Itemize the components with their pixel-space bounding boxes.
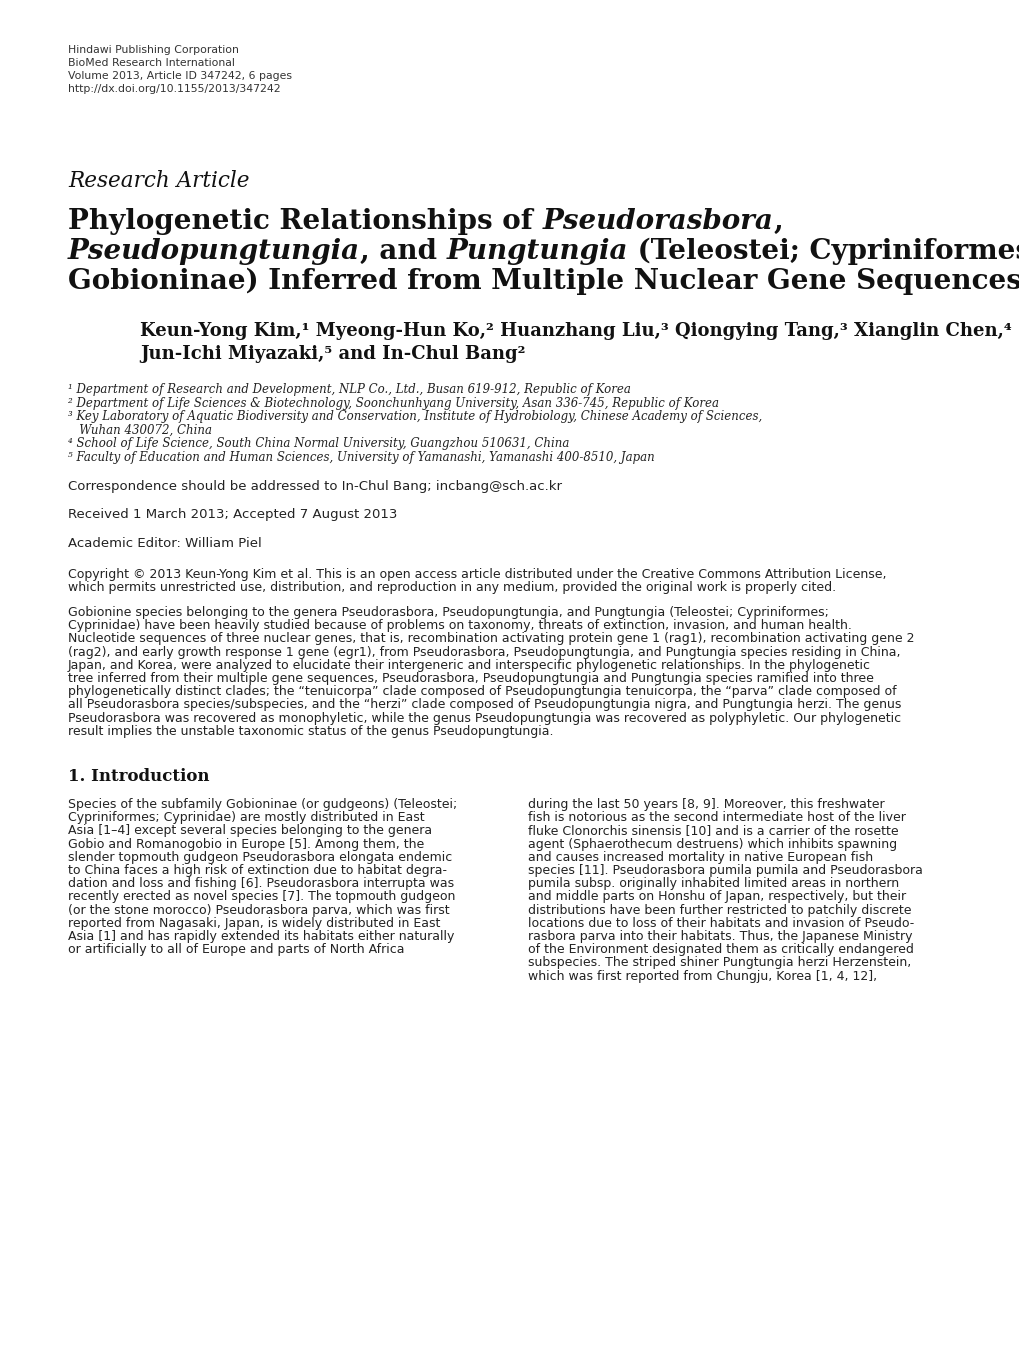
Text: dation and loss and fishing [6]. Pseudorasbora interrupta was: dation and loss and fishing [6]. Pseudor… bbox=[68, 878, 453, 890]
Text: fluke Clonorchis sinensis [10] and is a carrier of the rosette: fluke Clonorchis sinensis [10] and is a … bbox=[528, 824, 898, 837]
Text: Species of the subfamily Gobioninae (or gudgeons) (Teleostei;: Species of the subfamily Gobioninae (or … bbox=[68, 798, 457, 812]
Text: recently erected as novel species [7]. The topmouth gudgeon: recently erected as novel species [7]. T… bbox=[68, 891, 454, 903]
Text: Wuhan 430072, China: Wuhan 430072, China bbox=[68, 424, 212, 436]
Text: Phylogenetic Relationships of: Phylogenetic Relationships of bbox=[68, 209, 542, 236]
Text: rasbora parva into their habitats. Thus, the Japanese Ministry: rasbora parva into their habitats. Thus,… bbox=[528, 930, 912, 944]
Text: ,: , bbox=[772, 209, 783, 236]
Text: Asia [1] and has rapidly extended its habitats either naturally: Asia [1] and has rapidly extended its ha… bbox=[68, 930, 453, 944]
Text: Gobionine species belonging to the genera Pseudorasbora, Pseudopungtungia, and P: Gobionine species belonging to the gener… bbox=[68, 606, 828, 619]
Text: BioMed Research International: BioMed Research International bbox=[68, 58, 234, 69]
Text: fish is notorious as the second intermediate host of the liver: fish is notorious as the second intermed… bbox=[528, 812, 905, 824]
Text: and causes increased mortality in native European fish: and causes increased mortality in native… bbox=[528, 851, 872, 864]
Text: Gobio and Romanogobio in Europe [5]. Among them, the: Gobio and Romanogobio in Europe [5]. Amo… bbox=[68, 837, 424, 851]
Text: slender topmouth gudgeon Pseudorasbora elongata endemic: slender topmouth gudgeon Pseudorasbora e… bbox=[68, 851, 451, 864]
Text: , and: , and bbox=[360, 238, 446, 265]
Text: Volume 2013, Article ID 347242, 6 pages: Volume 2013, Article ID 347242, 6 pages bbox=[68, 71, 291, 81]
Text: (or the stone morocco) Pseudorasbora parva, which was first: (or the stone morocco) Pseudorasbora par… bbox=[68, 903, 449, 917]
Text: Cyprinidae) have been heavily studied because of problems on taxonomy, threats o: Cyprinidae) have been heavily studied be… bbox=[68, 619, 851, 633]
Text: which was first reported from Chungju, Korea [1, 4, 12],: which was first reported from Chungju, K… bbox=[528, 969, 876, 983]
Text: Pseudopungtungia: Pseudopungtungia bbox=[68, 238, 360, 265]
Text: Asia [1–4] except several species belonging to the genera: Asia [1–4] except several species belong… bbox=[68, 824, 432, 837]
Text: tree inferred from their multiple gene sequences, Pseudorasbora, Pseudopungtungi: tree inferred from their multiple gene s… bbox=[68, 672, 873, 685]
Text: or artificially to all of Europe and parts of North Africa: or artificially to all of Europe and par… bbox=[68, 944, 405, 956]
Text: Received 1 March 2013; Accepted 7 August 2013: Received 1 March 2013; Accepted 7 August… bbox=[68, 507, 397, 521]
Text: locations due to loss of their habitats and invasion of Pseudo-: locations due to loss of their habitats … bbox=[528, 917, 913, 930]
Text: during the last 50 years [8, 9]. Moreover, this freshwater: during the last 50 years [8, 9]. Moreove… bbox=[528, 798, 883, 812]
Text: Correspondence should be addressed to In-Chul Bang; incbang@sch.ac.kr: Correspondence should be addressed to In… bbox=[68, 481, 561, 493]
Text: ¹ Department of Research and Development, NLP Co., Ltd., Busan 619-912, Republic: ¹ Department of Research and Development… bbox=[68, 384, 631, 396]
Text: 1. Introduction: 1. Introduction bbox=[68, 769, 209, 785]
Text: Japan, and Korea, were analyzed to elucidate their intergeneric and interspecifi: Japan, and Korea, were analyzed to eluci… bbox=[68, 658, 870, 672]
Text: result implies the unstable taxonomic status of the genus Pseudopungtungia.: result implies the unstable taxonomic st… bbox=[68, 724, 553, 738]
Text: Nucleotide sequences of three nuclear genes, that is, recombination activating p: Nucleotide sequences of three nuclear ge… bbox=[68, 633, 914, 645]
Text: ³ Key Laboratory of Aquatic Biodiversity and Conservation, Institute of Hydrobio: ³ Key Laboratory of Aquatic Biodiversity… bbox=[68, 411, 761, 423]
Text: ⁵ Faculty of Education and Human Sciences, University of Yamanashi, Yamanashi 40: ⁵ Faculty of Education and Human Science… bbox=[68, 451, 654, 463]
Text: species [11]. Pseudorasbora pumila pumila and Pseudorasbora: species [11]. Pseudorasbora pumila pumil… bbox=[528, 864, 922, 878]
Text: Cypriniformes; Cyprinidae) are mostly distributed in East: Cypriniformes; Cyprinidae) are mostly di… bbox=[68, 812, 424, 824]
Text: to China faces a high risk of extinction due to habitat degra-: to China faces a high risk of extinction… bbox=[68, 864, 446, 878]
Text: Jun-Ichi Miyazaki,⁵ and In-Chul Bang²: Jun-Ichi Miyazaki,⁵ and In-Chul Bang² bbox=[140, 345, 525, 363]
Text: all Pseudorasbora species/subspecies, and the “herzi” clade composed of Pseudopu: all Pseudorasbora species/subspecies, an… bbox=[68, 699, 901, 712]
Text: Keun-Yong Kim,¹ Myeong-Hun Ko,² Huanzhang Liu,³ Qiongying Tang,³ Xianglin Chen,⁴: Keun-Yong Kim,¹ Myeong-Hun Ko,² Huanzhan… bbox=[140, 322, 1011, 341]
Text: (Teleostei; Cypriniformes;: (Teleostei; Cypriniformes; bbox=[628, 238, 1019, 265]
Text: Gobioninae) Inferred from Multiple Nuclear Gene Sequences: Gobioninae) Inferred from Multiple Nucle… bbox=[68, 268, 1019, 295]
Text: pumila subsp. originally inhabited limited areas in northern: pumila subsp. originally inhabited limit… bbox=[528, 878, 898, 890]
Text: which permits unrestricted use, distribution, and reproduction in any medium, pr: which permits unrestricted use, distribu… bbox=[68, 581, 836, 594]
Text: Pseudorasbora: Pseudorasbora bbox=[542, 209, 772, 236]
Text: distributions have been further restricted to patchily discrete: distributions have been further restrict… bbox=[528, 903, 911, 917]
Text: ² Department of Life Sciences & Biotechnology, Soonchunhyang University, Asan 33: ² Department of Life Sciences & Biotechn… bbox=[68, 397, 718, 409]
Text: Copyright © 2013 Keun-Yong Kim et al. This is an open access article distributed: Copyright © 2013 Keun-Yong Kim et al. Th… bbox=[68, 568, 886, 581]
Text: of the Environment designated them as critically endangered: of the Environment designated them as cr… bbox=[528, 944, 913, 956]
Text: (rag2), and early growth response 1 gene (egr1), from Pseudorasbora, Pseudopungt: (rag2), and early growth response 1 gene… bbox=[68, 646, 900, 658]
Text: Academic Editor: William Piel: Academic Editor: William Piel bbox=[68, 537, 262, 551]
Text: reported from Nagasaki, Japan, is widely distributed in East: reported from Nagasaki, Japan, is widely… bbox=[68, 917, 440, 930]
Text: Pungtungia: Pungtungia bbox=[446, 238, 628, 265]
Text: and middle parts on Honshu of Japan, respectively, but their: and middle parts on Honshu of Japan, res… bbox=[528, 891, 905, 903]
Text: Research Article: Research Article bbox=[68, 170, 250, 192]
Text: subspecies. The striped shiner Pungtungia herzi Herzenstein,: subspecies. The striped shiner Pungtungi… bbox=[528, 957, 910, 969]
Text: Pseudorasbora was recovered as monophyletic, while the genus Pseudopungtungia wa: Pseudorasbora was recovered as monophyle… bbox=[68, 712, 900, 724]
Text: phylogenetically distinct clades; the “tenuicorpa” clade composed of Pseudopungt: phylogenetically distinct clades; the “t… bbox=[68, 685, 896, 699]
Text: Hindawi Publishing Corporation: Hindawi Publishing Corporation bbox=[68, 44, 238, 55]
Text: http://dx.doi.org/10.1155/2013/347242: http://dx.doi.org/10.1155/2013/347242 bbox=[68, 83, 280, 94]
Text: agent (Sphaerothecum destruens) which inhibits spawning: agent (Sphaerothecum destruens) which in… bbox=[528, 837, 897, 851]
Text: ⁴ School of Life Science, South China Normal University, Guangzhou 510631, China: ⁴ School of Life Science, South China No… bbox=[68, 437, 569, 450]
